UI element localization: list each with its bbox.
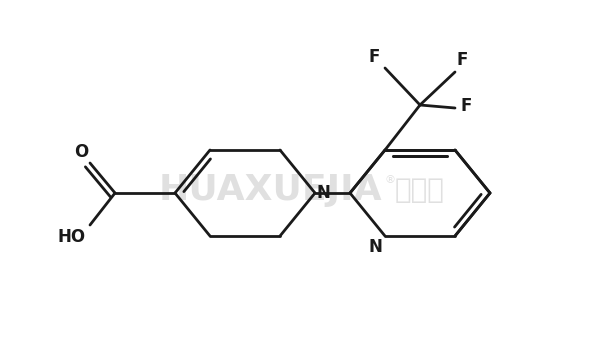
- Text: HO: HO: [58, 228, 86, 246]
- Text: ®: ®: [385, 175, 395, 185]
- Text: 化学加: 化学加: [395, 176, 445, 204]
- Text: N: N: [368, 238, 382, 256]
- Text: N: N: [317, 184, 331, 202]
- Text: F: F: [460, 97, 472, 115]
- Text: F: F: [457, 51, 469, 69]
- Text: HUAXUEJIA: HUAXUEJIA: [158, 173, 382, 207]
- Text: O: O: [74, 143, 88, 161]
- Text: F: F: [368, 48, 380, 66]
